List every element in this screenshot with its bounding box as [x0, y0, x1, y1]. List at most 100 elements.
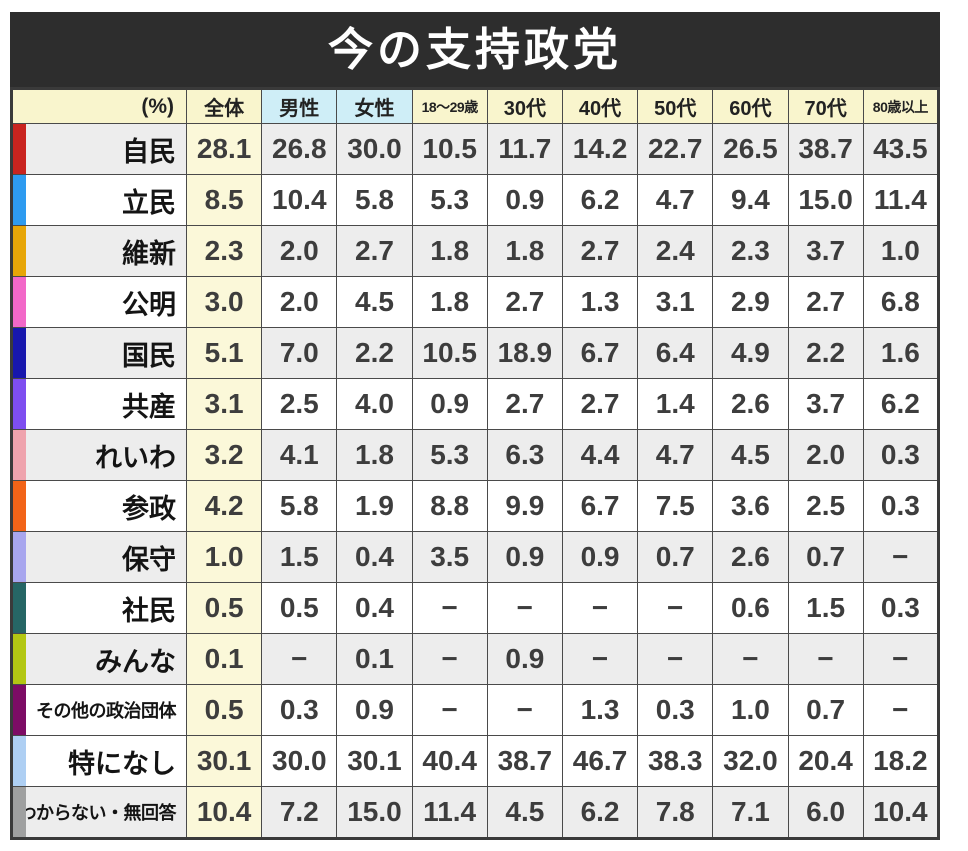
- value-cell: 5.3: [411, 429, 488, 481]
- party-label-cell: 特になし: [11, 735, 187, 787]
- value-cell: 4.1: [261, 429, 338, 481]
- value-cell: 1.6: [862, 327, 940, 379]
- value-cell: 3.6: [712, 480, 789, 532]
- value-cell: 2.0: [787, 429, 864, 481]
- value-cell: 4.9: [712, 327, 789, 379]
- party-color-stripe: [13, 379, 26, 429]
- table-row: 自民 28.1 26.8 30.0 10.5 11.7 14.2 22.7 26.5 38.7 43…: [11, 123, 940, 175]
- value-cell: 9.9: [486, 480, 563, 532]
- party-label: 公明: [122, 289, 176, 320]
- value-cell: 32.0: [712, 735, 789, 787]
- party-label: れいわ: [95, 442, 176, 473]
- party-color-stripe: [13, 277, 26, 327]
- value-cell: 5.8: [336, 174, 413, 226]
- value-cell: 2.7: [561, 225, 639, 277]
- value-cell: 5.1: [185, 327, 263, 379]
- value-cell: 1.4: [637, 378, 714, 430]
- table-row: わからない・無回答 10.4 7.2 15.0 11.4 4.5 6.2 7.8 7.1 6.0 1…: [11, 786, 940, 839]
- value-cell: 6.3: [486, 429, 563, 481]
- value-cell: 10.4: [862, 786, 940, 839]
- party-label-cell: 参政: [11, 480, 187, 532]
- table-row: れいわ 3.2 4.1 1.8 5.3 6.3 4.4 4.7 4.5 2.0 0.3: [11, 429, 940, 481]
- value-cell: 0.9: [561, 531, 639, 583]
- value-cell: 0.7: [787, 684, 864, 736]
- column-header-age-18-29: 18〜29歳: [411, 88, 488, 124]
- table-row: 維新 2.3 2.0 2.7 1.8 1.8 2.7 2.4 2.3 3.7 1.0: [11, 225, 940, 277]
- column-header-female: 女性: [336, 88, 413, 124]
- value-cell: 6.2: [862, 378, 940, 430]
- table-row: 公明 3.0 2.0 4.5 1.8 2.7 1.3 3.1 2.9 2.7 6.8: [11, 276, 940, 328]
- value-cell: 22.7: [637, 123, 714, 175]
- column-header-row: (%) 全体 男性 女性 18〜29歳 30代 40代 50代 60代 70代 80歳以上: [11, 88, 940, 124]
- value-cell: 0.9: [486, 531, 563, 583]
- value-cell: 30.0: [336, 123, 413, 175]
- value-cell: 6.2: [561, 786, 639, 839]
- value-cell: −: [561, 633, 639, 685]
- party-label-cell: みんな: [11, 633, 187, 685]
- value-cell: 0.9: [411, 378, 488, 430]
- value-cell: 38.7: [787, 123, 864, 175]
- party-label: 立民: [122, 187, 176, 218]
- title-bar: 今の支持政党: [10, 12, 940, 87]
- value-cell: 46.7: [561, 735, 639, 787]
- value-cell: 2.0: [261, 225, 338, 277]
- value-cell: 15.0: [336, 786, 413, 839]
- value-cell: 2.9: [712, 276, 789, 328]
- value-cell: 18.9: [486, 327, 563, 379]
- value-cell: 1.0: [862, 225, 940, 277]
- graphic-frame: 今の支持政党 (%) 全体 男性 女性 18〜29歳 30代 40代 50代 60代 70代 80…: [10, 12, 940, 840]
- value-cell: 8.8: [411, 480, 488, 532]
- party-label: わからない・無回答: [18, 803, 177, 823]
- party-label: 共産: [122, 391, 176, 422]
- value-cell: 1.8: [336, 429, 413, 481]
- table-row: 社民 0.5 0.5 0.4− − − −0.6 1.5 0.3: [11, 582, 940, 634]
- value-cell: 6.4: [637, 327, 714, 379]
- party-label: 参政: [122, 493, 176, 524]
- value-cell: 3.5: [411, 531, 488, 583]
- value-cell: 26.5: [712, 123, 789, 175]
- value-cell: 0.3: [862, 480, 940, 532]
- value-cell: 1.3: [561, 684, 639, 736]
- value-cell: 0.4: [336, 582, 413, 634]
- party-color-stripe: [13, 685, 26, 735]
- value-cell: 6.8: [862, 276, 940, 328]
- party-label: その他の政治団体: [36, 701, 177, 721]
- value-cell: 0.9: [336, 684, 413, 736]
- value-cell: 6.7: [561, 480, 639, 532]
- party-label-cell: 立民: [11, 174, 187, 226]
- value-cell: 2.7: [561, 378, 639, 430]
- value-cell: 4.7: [637, 174, 714, 226]
- value-cell: 1.0: [712, 684, 789, 736]
- value-cell: −: [637, 633, 714, 685]
- table-row: 立民 8.5 10.4 5.8 5.3 0.9 6.2 4.7 9.4 15.0 11.4: [11, 174, 940, 226]
- value-cell: 30.1: [185, 735, 263, 787]
- value-cell: 1.9: [336, 480, 413, 532]
- party-color-stripe: [13, 124, 26, 174]
- party-label: 特になし: [68, 748, 176, 779]
- value-cell: 26.8: [261, 123, 338, 175]
- value-cell: 3.7: [787, 225, 864, 277]
- value-cell: 7.0: [261, 327, 338, 379]
- value-cell: 11.7: [486, 123, 563, 175]
- value-cell: 2.0: [261, 276, 338, 328]
- column-header-all: 全体: [185, 88, 263, 124]
- table-row: みんな 0.1−0.1−0.9− − − − −: [11, 633, 940, 685]
- value-cell: 0.7: [787, 531, 864, 583]
- value-cell: 0.9: [486, 174, 563, 226]
- value-cell: 1.3: [561, 276, 639, 328]
- value-cell: 15.0: [787, 174, 864, 226]
- party-label-cell: 維新: [11, 225, 187, 277]
- party-label-cell: その他の政治団体: [11, 684, 187, 736]
- party-label-cell: 公明: [11, 276, 187, 328]
- column-header-age-80plus: 80歳以上: [862, 88, 940, 124]
- value-cell: 10.4: [261, 174, 338, 226]
- party-color-stripe: [13, 583, 26, 633]
- value-cell: 3.0: [185, 276, 263, 328]
- value-cell: 7.5: [637, 480, 714, 532]
- table-row: 共産 3.1 2.5 4.0 0.9 2.7 2.7 1.4 2.6 3.7 6.2: [11, 378, 940, 430]
- value-cell: 40.4: [411, 735, 488, 787]
- party-label: 国民: [122, 340, 176, 371]
- value-cell: 2.7: [486, 378, 563, 430]
- value-cell: 0.5: [185, 582, 263, 634]
- value-cell: 0.3: [862, 429, 940, 481]
